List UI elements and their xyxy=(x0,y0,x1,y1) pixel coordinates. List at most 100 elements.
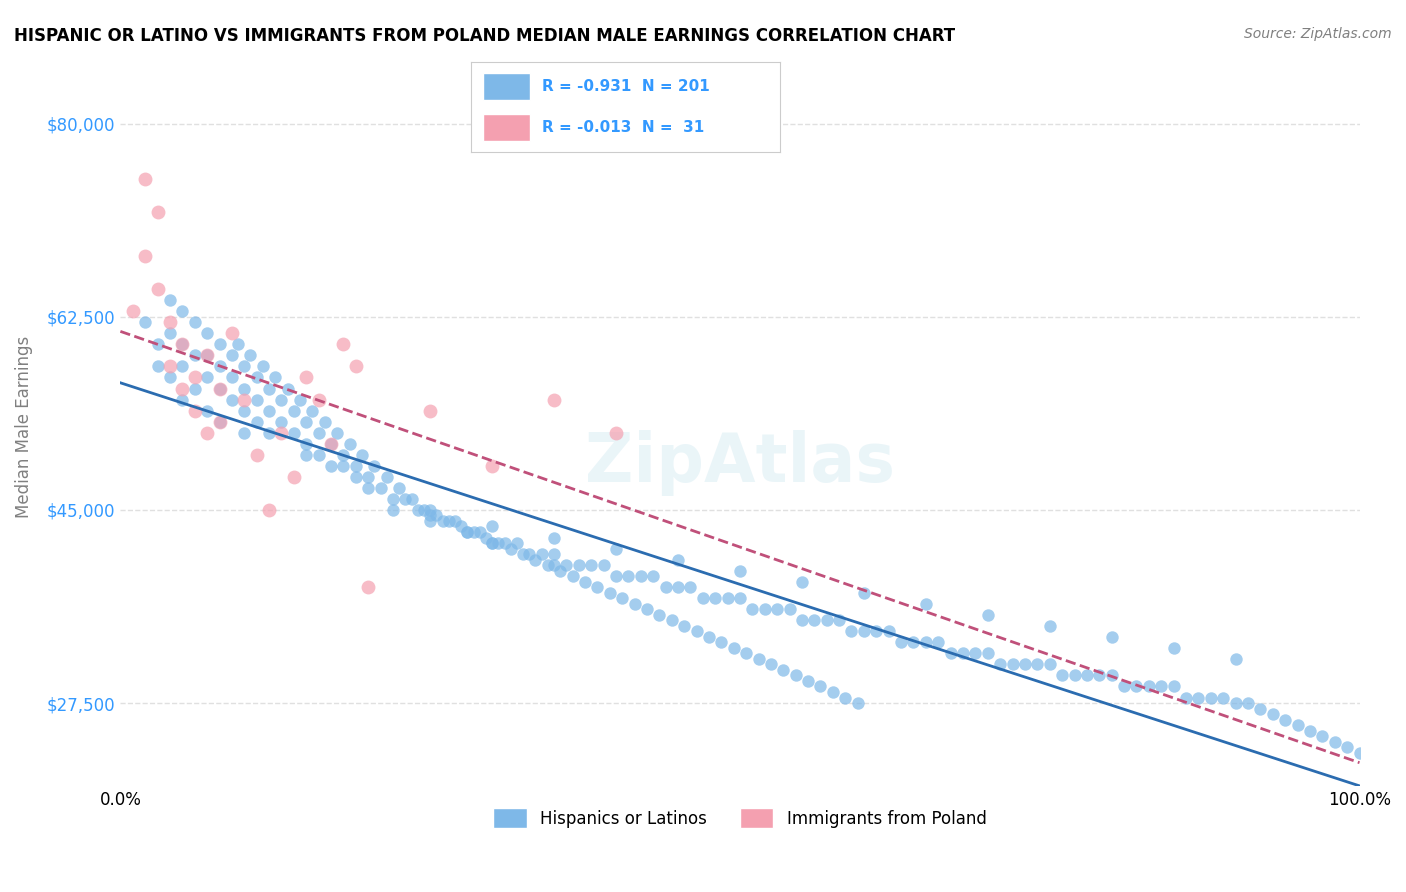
Point xyxy=(121,304,143,318)
Point xyxy=(815,613,838,627)
Point xyxy=(1286,718,1309,732)
Point xyxy=(233,382,256,396)
Point xyxy=(257,382,280,396)
Point xyxy=(1063,668,1085,682)
Point xyxy=(865,624,887,639)
Point xyxy=(903,635,925,649)
Point xyxy=(375,470,398,484)
Point xyxy=(308,425,330,440)
Point xyxy=(704,591,727,606)
Point xyxy=(134,172,156,186)
Point xyxy=(548,564,571,578)
Point xyxy=(1336,740,1358,755)
Point xyxy=(246,370,269,384)
Point xyxy=(1050,668,1073,682)
Point xyxy=(246,392,269,407)
Point xyxy=(914,635,936,649)
Point xyxy=(543,547,565,561)
Point xyxy=(1187,690,1209,705)
Point xyxy=(221,326,243,341)
Point xyxy=(543,558,565,573)
Point xyxy=(543,392,565,407)
Point xyxy=(790,613,813,627)
Point xyxy=(939,646,962,660)
Point xyxy=(221,392,243,407)
Point xyxy=(1212,690,1234,705)
Point xyxy=(537,558,560,573)
Point xyxy=(636,602,658,616)
Point xyxy=(499,541,522,556)
Point xyxy=(344,458,367,473)
Point xyxy=(314,415,336,429)
Point xyxy=(543,531,565,545)
Point xyxy=(1039,619,1062,633)
Point xyxy=(319,458,342,473)
Point xyxy=(828,613,851,627)
Point xyxy=(233,392,256,407)
Point xyxy=(481,536,503,550)
Point xyxy=(517,547,540,561)
Point xyxy=(852,624,875,639)
Point xyxy=(172,392,194,407)
Point xyxy=(208,382,231,396)
Point xyxy=(1310,729,1333,743)
Point xyxy=(283,425,305,440)
Point xyxy=(450,519,472,533)
Point xyxy=(599,585,621,599)
Point xyxy=(475,531,498,545)
Text: Source: ZipAtlas.com: Source: ZipAtlas.com xyxy=(1244,27,1392,41)
Point xyxy=(1039,657,1062,672)
Point xyxy=(295,415,318,429)
Point xyxy=(1348,746,1371,760)
Point xyxy=(357,580,380,594)
Point xyxy=(1150,680,1173,694)
Point xyxy=(413,503,436,517)
Point xyxy=(1163,640,1185,655)
Point xyxy=(785,668,807,682)
Point xyxy=(1137,680,1160,694)
Point xyxy=(295,448,318,462)
Point xyxy=(159,326,181,341)
Point xyxy=(406,503,429,517)
Point xyxy=(1014,657,1036,672)
Point xyxy=(877,624,900,639)
Point xyxy=(759,657,782,672)
Point xyxy=(270,392,292,407)
Point xyxy=(1299,723,1322,738)
Point xyxy=(605,541,627,556)
Point xyxy=(295,370,318,384)
Point xyxy=(723,640,745,655)
Point xyxy=(568,558,591,573)
Point xyxy=(821,685,844,699)
Point xyxy=(257,403,280,417)
Point xyxy=(1163,680,1185,694)
Point xyxy=(172,337,194,351)
Point xyxy=(1088,668,1111,682)
Point xyxy=(810,680,832,694)
Point xyxy=(716,591,738,606)
Point xyxy=(308,448,330,462)
Point xyxy=(172,382,194,396)
Point xyxy=(326,425,349,440)
Point xyxy=(257,503,280,517)
Point xyxy=(728,591,751,606)
Point xyxy=(1249,701,1271,715)
Point xyxy=(301,403,323,417)
Point xyxy=(1199,690,1222,705)
Point xyxy=(195,370,218,384)
Point xyxy=(183,403,205,417)
Point xyxy=(432,514,454,528)
Point xyxy=(555,558,578,573)
Point xyxy=(965,646,987,660)
Point xyxy=(172,359,194,374)
Point xyxy=(283,403,305,417)
Point xyxy=(1175,690,1198,705)
Point xyxy=(195,326,218,341)
Point xyxy=(506,536,529,550)
Point xyxy=(914,597,936,611)
Point xyxy=(339,436,361,450)
Point xyxy=(208,359,231,374)
Point xyxy=(257,425,280,440)
Legend: Hispanics or Latinos, Immigrants from Poland: Hispanics or Latinos, Immigrants from Po… xyxy=(486,801,993,835)
Point xyxy=(524,552,547,566)
